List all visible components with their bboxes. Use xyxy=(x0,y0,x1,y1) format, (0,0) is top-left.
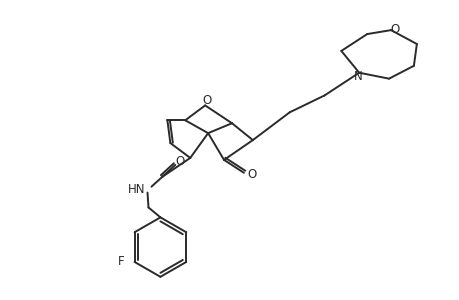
Text: O: O xyxy=(202,94,211,107)
Text: N: N xyxy=(353,70,362,83)
Text: HN: HN xyxy=(128,183,145,196)
Text: O: O xyxy=(246,168,256,181)
Text: O: O xyxy=(175,155,185,168)
Text: O: O xyxy=(390,22,399,36)
Text: F: F xyxy=(118,256,124,268)
